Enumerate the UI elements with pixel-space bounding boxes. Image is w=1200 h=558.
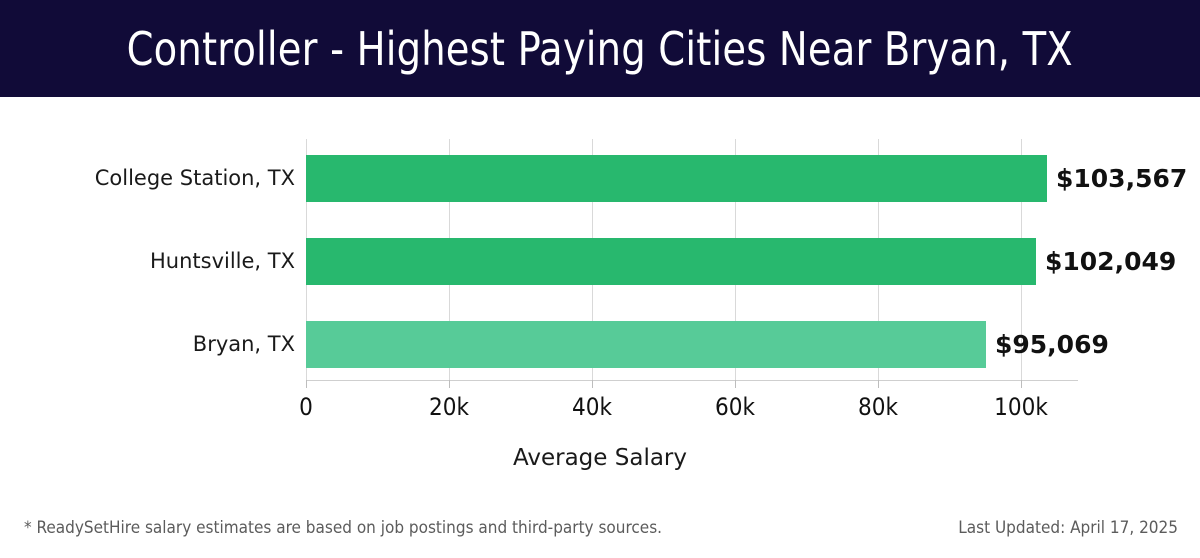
tickmark-80k bbox=[878, 380, 879, 388]
tickmark-40k bbox=[592, 380, 593, 388]
tickmark-0 bbox=[306, 380, 307, 388]
bar-value-label: $95,069 bbox=[995, 330, 1109, 359]
chart-header-band: Controller - Highest Paying Cities Near … bbox=[0, 0, 1200, 97]
footer-disclaimer: * ReadySetHire salary estimates are base… bbox=[24, 518, 663, 538]
x-tick-label: 80k bbox=[858, 393, 898, 421]
tickmark-60k bbox=[735, 380, 736, 388]
page-title: Controller - Highest Paying Cities Near … bbox=[126, 21, 1074, 76]
chart-footer: * ReadySetHire salary estimates are base… bbox=[0, 512, 1200, 558]
bar[interactable] bbox=[306, 321, 986, 368]
x-tick-label: 20k bbox=[429, 393, 469, 421]
tickmark-20k bbox=[449, 380, 450, 388]
category-label: College Station, TX bbox=[94, 166, 295, 190]
tickmark-100k bbox=[1021, 380, 1022, 388]
x-axis-title: Average Salary bbox=[512, 445, 687, 471]
chart-canvas: College Station, TX $103,567 Huntsville, T… bbox=[0, 97, 1200, 497]
x-axis-line bbox=[306, 380, 1078, 381]
x-tick-label: 40k bbox=[572, 393, 612, 421]
x-tick-label: 60k bbox=[715, 393, 755, 421]
x-tick-label: 0 bbox=[299, 393, 313, 421]
bar[interactable] bbox=[306, 155, 1047, 202]
footer-last-updated: Last Updated: April 17, 2025 bbox=[958, 518, 1178, 538]
category-label: Bryan, TX bbox=[192, 332, 295, 356]
bar-value-label: $102,049 bbox=[1045, 247, 1177, 276]
bar[interactable] bbox=[306, 238, 1036, 285]
bar-value-label: $103,567 bbox=[1056, 164, 1188, 193]
category-label: Huntsville, TX bbox=[149, 249, 295, 273]
x-tick-label: 100k bbox=[994, 393, 1048, 421]
